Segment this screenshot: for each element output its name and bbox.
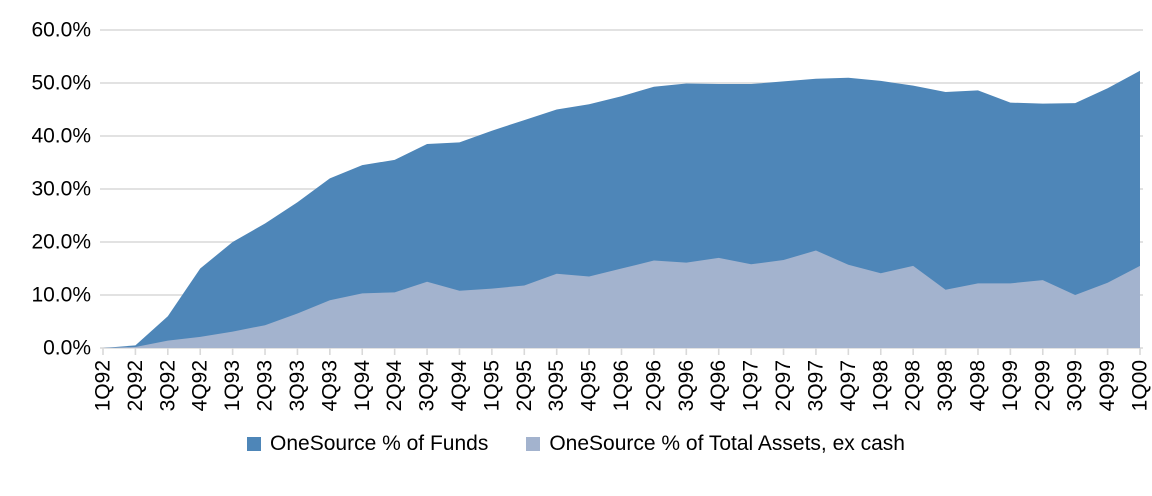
- y-tick-label: 0.0%: [43, 337, 91, 360]
- x-tick-label: 1Q95: [480, 360, 503, 411]
- x-tick-label: 2Q99: [1031, 360, 1054, 411]
- x-tick-label: 3Q97: [804, 360, 827, 411]
- legend-label-funds: OneSource % of Funds: [270, 432, 489, 455]
- x-tick-label: 4Q94: [448, 360, 471, 412]
- y-tick-label: 40.0%: [31, 125, 91, 148]
- x-tick-label: 3Q93: [286, 360, 309, 411]
- x-tick-label: 1Q96: [610, 360, 633, 411]
- x-tick-label: 4Q97: [837, 360, 860, 411]
- y-tick-label: 20.0%: [31, 231, 91, 254]
- x-tick-label: 4Q93: [318, 360, 341, 411]
- x-tick-label: 3Q98: [934, 360, 957, 411]
- x-tick-label: 1Q94: [351, 360, 374, 412]
- x-tick-label: 4Q98: [966, 360, 989, 411]
- x-tick-label: 3Q94: [416, 360, 439, 412]
- x-tick-label: 1Q99: [999, 360, 1022, 411]
- legend-item-assets: OneSource % of Total Assets, ex cash: [526, 432, 905, 456]
- legend-item-funds: OneSource % of Funds: [247, 432, 488, 456]
- x-tick-label: 1Q92: [92, 360, 115, 411]
- x-tick-label: 4Q92: [189, 360, 212, 411]
- plot-area: 0.0% 10.0% 20.0% 30.0% 40.0% 50.0% 60.0% 1Q92 2Q…: [31, 19, 1152, 412]
- x-tick-label: 3Q95: [545, 360, 568, 411]
- y-tick-label: 60.0%: [31, 19, 91, 42]
- legend-swatch-assets-icon: [526, 437, 541, 451]
- x-tick-label: 2Q92: [124, 360, 147, 411]
- x-tick-label: 4Q96: [707, 360, 730, 411]
- x-tick-label: 3Q96: [675, 360, 698, 411]
- x-tick-label: 1Q93: [221, 360, 244, 411]
- x-tick-label: 4Q95: [578, 360, 601, 411]
- x-tick-label: 2Q98: [902, 360, 925, 411]
- legend-label-assets: OneSource % of Total Assets, ex cash: [549, 432, 905, 455]
- x-tick-label: 2Q94: [383, 360, 406, 412]
- y-tick-label: 50.0%: [31, 72, 91, 95]
- x-tick-label: 4Q99: [1096, 360, 1119, 411]
- legend-swatch-funds-icon: [247, 437, 262, 451]
- x-tick-label: 1Q97: [740, 360, 763, 411]
- y-tick-label: 10.0%: [31, 284, 91, 307]
- x-tick-label: 2Q96: [642, 360, 665, 411]
- x-tick-label: 2Q97: [772, 360, 795, 411]
- x-tick-label: 2Q93: [254, 360, 277, 411]
- x-tick-label: 2Q95: [513, 360, 536, 411]
- x-tick-label: 1Q00: [1129, 360, 1152, 411]
- legend: OneSource % of Funds OneSource % of Tota…: [0, 432, 1152, 456]
- series-area-1: [103, 250, 1140, 348]
- x-tick-label: 3Q92: [156, 360, 179, 411]
- x-tick-label: 1Q98: [869, 360, 892, 411]
- y-tick-label: 30.0%: [31, 178, 91, 201]
- x-tick-label: 3Q99: [1064, 360, 1087, 411]
